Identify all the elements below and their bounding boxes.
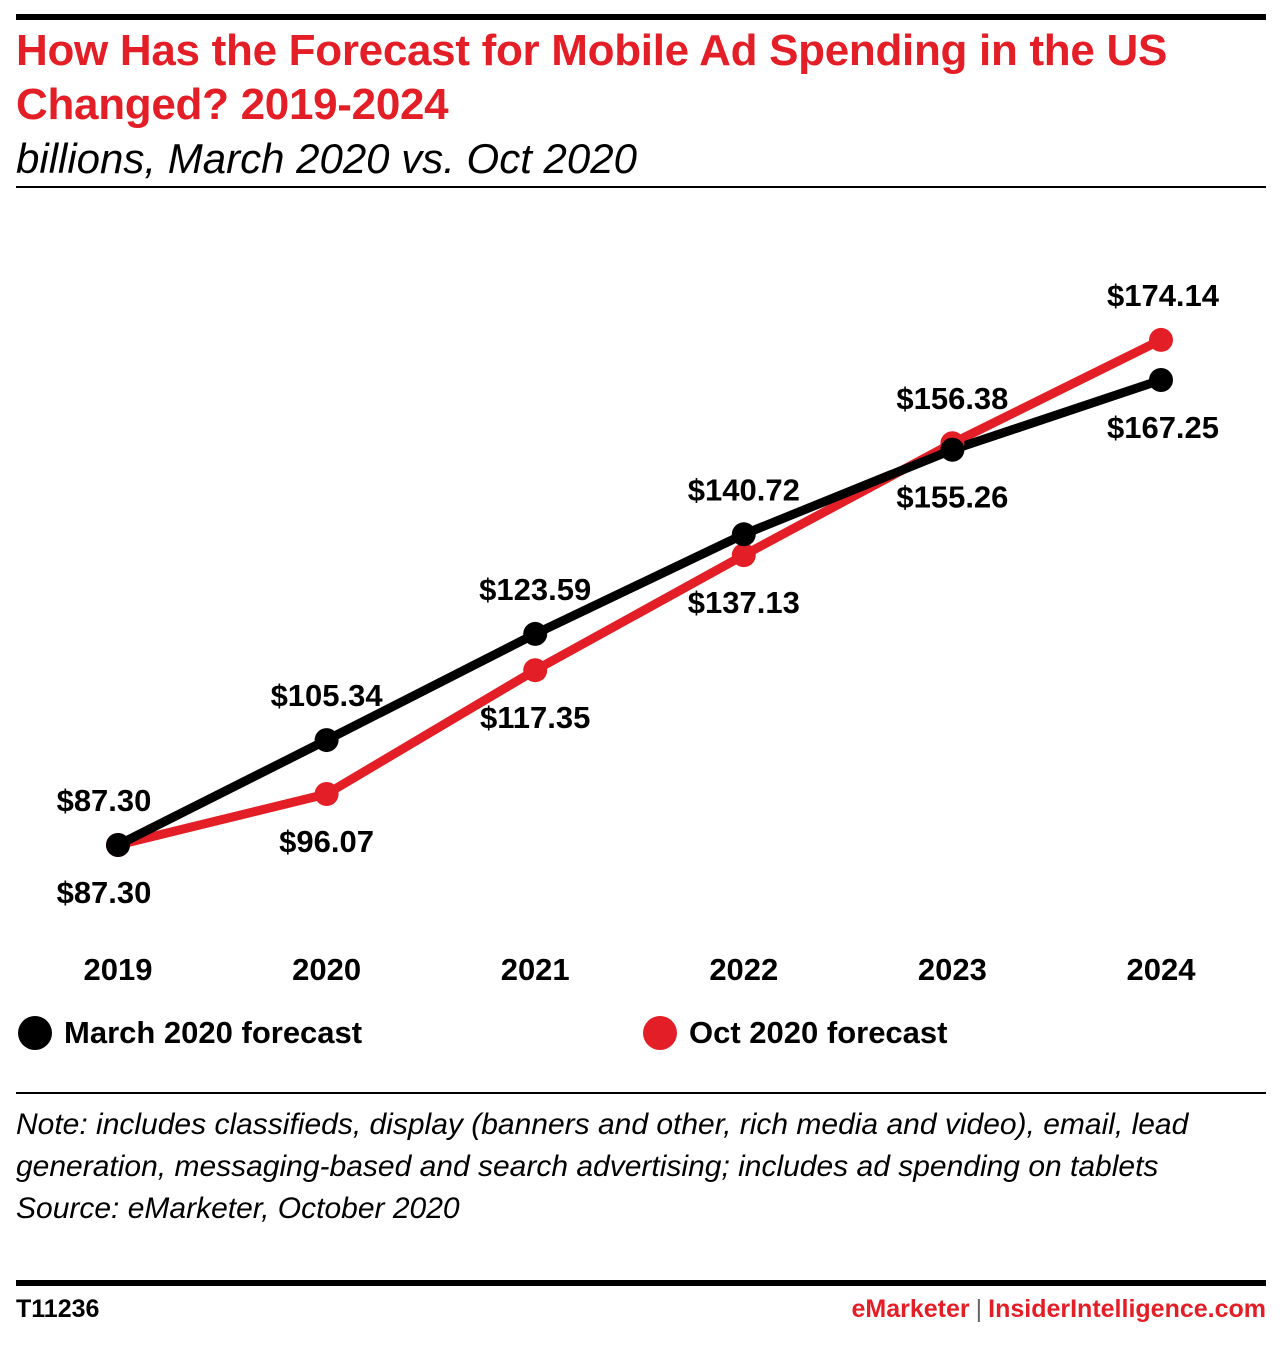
point-oct-2022 [731,543,756,568]
x-tick-2022: 2022 [709,952,778,987]
chart-title: How Has the Forecast for Mobile Ad Spend… [16,26,1168,129]
data-label-oct-2021: $117.35 [480,700,590,735]
note-text: Note: includes classifieds, display (ban… [16,1108,1189,1183]
point-march-2021 [523,621,548,646]
legend-oct-label: Oct 2020 forecast [689,1015,948,1050]
series-line-oct [113,335,1166,850]
chart-code: T11236 [16,1295,100,1323]
brand-footer: eMarketer | InsiderIntelligence.com [852,1295,1267,1324]
point-oct-2020 [314,781,339,806]
point-march-2024 [1149,368,1173,392]
note-rule [16,1092,1266,1094]
data-label-march-2021: $123.59 [479,572,591,607]
x-tick-2021: 2021 [501,952,570,987]
data-labels: $87.30 $105.34 $123.59 $140.72 $155.26 $167.2… [57,278,1220,910]
legend-oct: Oct 2020 forecast [643,1015,947,1051]
series-points [106,327,1173,857]
bottom-rule [16,1280,1266,1286]
x-tick-2024: 2024 [1127,952,1197,987]
legend-march-swatch [18,1016,52,1050]
point-march-2019 [106,833,130,857]
source-text: Source: eMarketer, October 2020 [16,1192,460,1225]
legend-march-label: March 2020 forecast [64,1015,363,1050]
series-line-march [113,375,1166,850]
brand-separator: | [975,1295,983,1323]
point-march-2023 [940,437,965,462]
data-label-oct-2024: $174.14 [1107,278,1220,313]
point-oct-2024 [1149,327,1173,352]
legend-oct-swatch [643,1016,677,1050]
header-rule [16,186,1266,188]
data-label-march-2024: $167.25 [1107,410,1219,445]
top-rule [16,14,1266,20]
data-label-oct-2019: $87.30 [57,875,152,910]
point-march-2022 [731,522,756,547]
x-tick-2019: 2019 [84,952,153,987]
legend-march: March 2020 forecast [18,1015,362,1051]
chart-subtitle: billions, March 2020 vs. Oct 2020 [16,135,637,182]
data-label-march-2020: $105.34 [271,678,384,713]
data-label-oct-2022: $137.13 [688,585,800,620]
brand-insider: InsiderIntelligence.com [988,1295,1266,1323]
brand-emarketer: eMarketer [851,1295,970,1323]
data-label-march-2023: $155.26 [896,480,1008,515]
x-axis-ticks: 2019 2020 2021 2022 2023 2024 [84,952,1197,987]
x-tick-2020: 2020 [292,952,361,987]
line-chart: $87.30 $105.34 $123.59 $140.72 $155.26 $167.2… [57,278,1220,987]
point-oct-2021 [523,658,548,683]
x-tick-2023: 2023 [918,952,987,987]
data-label-oct-2020: $96.07 [279,824,374,859]
data-label-march-2019: $87.30 [57,783,152,818]
data-label-march-2022: $140.72 [688,472,800,507]
footnote: Note: includes classifieds, display (ban… [16,1104,1266,1230]
point-march-2020 [314,728,339,753]
data-label-oct-2023: $156.38 [896,381,1008,416]
series-lines [113,335,1166,850]
